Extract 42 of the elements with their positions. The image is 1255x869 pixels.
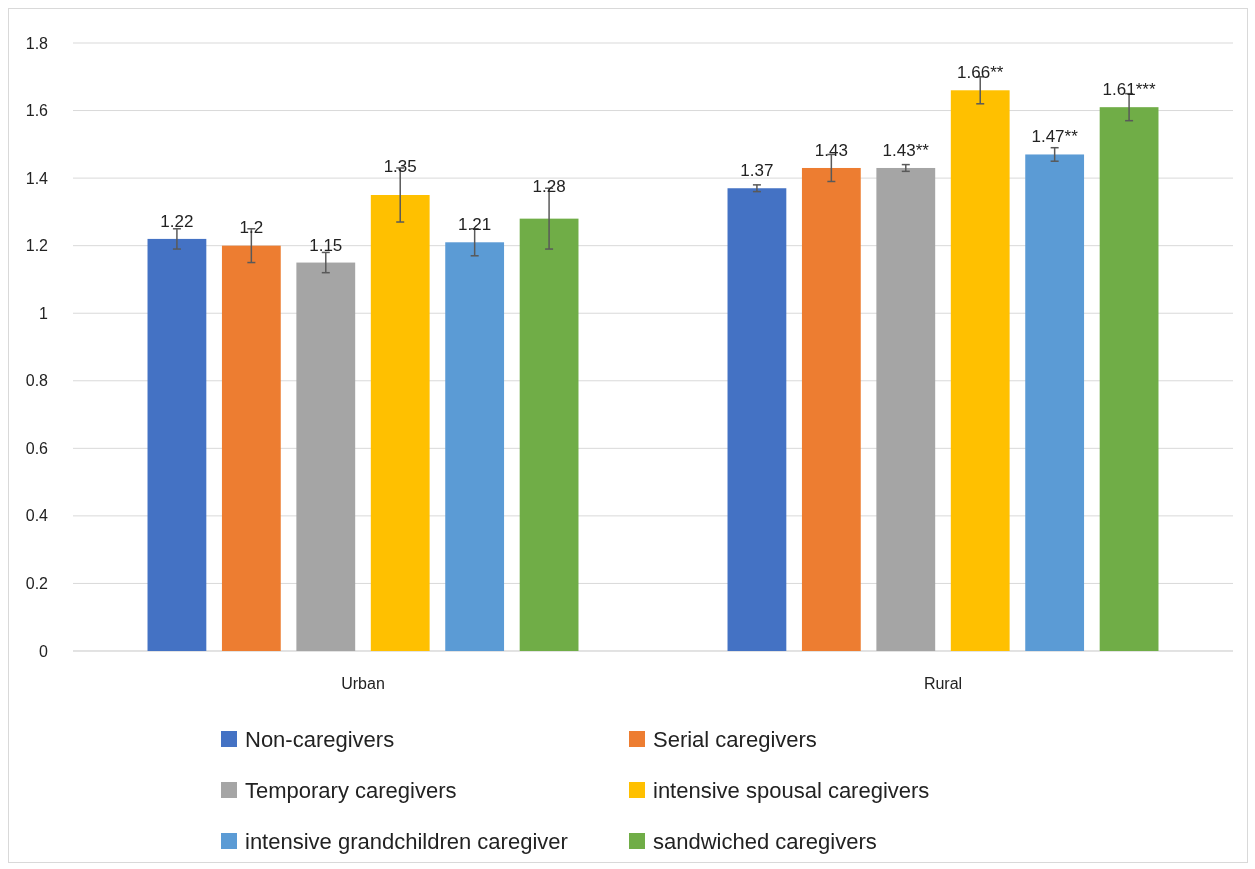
bar <box>519 218 579 651</box>
legend-label: sandwiched caregivers <box>653 828 877 854</box>
bar <box>1099 107 1159 651</box>
bar <box>296 262 356 651</box>
y-tick-label: 1.6 <box>25 102 49 120</box>
data-label: 1.43** <box>882 140 930 160</box>
y-tick-label: 0 <box>39 642 49 660</box>
y-tick-label: 0.6 <box>25 439 49 457</box>
data-label: 1.61*** <box>1102 80 1156 100</box>
bar <box>147 238 207 651</box>
x-tick-label: Urban <box>341 675 385 692</box>
data-label: 1.28 <box>532 177 566 197</box>
y-tick-label: 1.2 <box>25 237 49 255</box>
bar <box>1025 154 1085 651</box>
x-tick-label: Rural <box>923 675 963 692</box>
bar <box>370 195 430 651</box>
bar <box>221 245 281 651</box>
data-label: 1.21 <box>458 215 492 235</box>
legend-label: Temporary caregivers <box>245 777 457 803</box>
data-label: 1.37 <box>740 161 774 181</box>
data-label: 1.43 <box>814 140 848 160</box>
y-tick-label: 1.4 <box>25 169 49 187</box>
y-tick-label: 0.4 <box>25 507 49 525</box>
bar <box>727 188 787 651</box>
legend-label: Serial caregivers <box>653 726 817 752</box>
y-tick-label: 0.8 <box>25 372 49 390</box>
bar <box>950 90 1010 651</box>
data-label: 1.35 <box>383 156 417 176</box>
legend-label: Non-caregivers <box>245 726 395 752</box>
y-tick-label: 1.8 <box>25 34 49 52</box>
legend-label: intensive grandchildren caregiver <box>245 828 568 854</box>
data-label: 1.47** <box>1031 127 1079 147</box>
y-tick-label: 1 <box>39 304 49 322</box>
data-label: 1.66** <box>957 63 1004 83</box>
y-tick-label: 0.2 <box>25 575 49 593</box>
bar <box>801 167 861 651</box>
bar <box>445 242 505 651</box>
data-label: 1.15 <box>309 235 343 255</box>
data-label: 1.22 <box>160 211 194 231</box>
bar <box>876 167 936 651</box>
legend-label: intensive spousal caregivers <box>653 777 930 803</box>
data-label: 1.2 <box>239 217 264 237</box>
